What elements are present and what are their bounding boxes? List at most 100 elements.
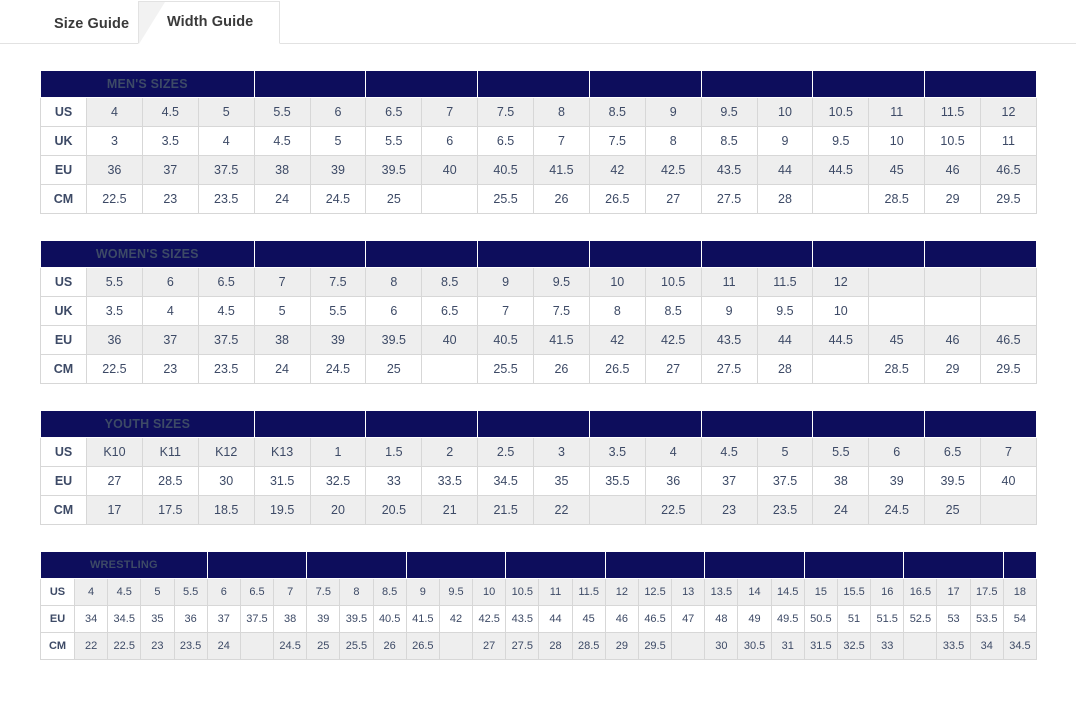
size-cell: 38	[273, 605, 308, 633]
size-cell: 9.5	[812, 126, 870, 156]
size-cell	[421, 354, 479, 384]
size-cell: 28.5	[571, 632, 606, 660]
size-cell: 17	[936, 578, 971, 606]
table-banner-cell	[812, 240, 926, 268]
size-cell: 12	[812, 267, 870, 297]
size-cell: 9	[756, 126, 814, 156]
table-banner-cell	[477, 410, 590, 438]
size-cell: K12	[197, 437, 255, 467]
size-cell: 53	[936, 605, 971, 633]
size-guide-sheet: MEN'S SIZES US 4 4.5 5 5.5 6 6.5 7 7.5 8 8.5 9 9.5 10 1…	[0, 70, 1076, 660]
size-cell: 18	[1002, 578, 1038, 606]
size-cell: 2	[421, 437, 479, 467]
size-cell: 51.5	[870, 605, 905, 633]
size-cell: 44	[538, 605, 573, 633]
size-cell: 27	[644, 354, 702, 384]
table-banner-cell	[700, 240, 814, 268]
size-cell: 37	[700, 466, 758, 496]
table-banner-cell	[588, 410, 702, 438]
size-cell: 22	[73, 632, 109, 660]
size-cell: 8	[644, 126, 702, 156]
size-cell: 8.5	[644, 296, 702, 326]
size-cell: 5	[253, 296, 311, 326]
size-cell: 4	[86, 97, 143, 127]
size-cell: 36	[173, 605, 208, 633]
size-cell: 23	[700, 495, 758, 525]
row-label-us: US	[40, 578, 75, 606]
size-table-youth: YOUTH SIZES US K10 K11 K12 K13 1 1.5 2 2.5 3 3.5 4 4.…	[40, 410, 1037, 525]
size-cell: 18.5	[197, 495, 255, 525]
size-table-block-womens: WOMEN'S SIZES US 5.5 6 6.5 7 7.5 8 8.5 9 9.5 10 10.5…	[40, 240, 1037, 384]
size-cell: 10.5	[644, 267, 702, 297]
size-cell: 25.5	[477, 184, 535, 214]
size-cell: 35	[533, 466, 590, 496]
size-cell: 24	[206, 632, 241, 660]
table-row: CM 17 17.5 18.5 19.5 20 20.5 21 21.5 22 22.5 23 23.5…	[40, 495, 1037, 525]
size-cell: 5	[756, 437, 814, 467]
guide-tab-bar: Size Guide Width Guide	[0, 0, 1076, 44]
size-cell: 9	[405, 578, 440, 606]
table-banner-cell	[365, 70, 479, 98]
size-cell: 26	[533, 354, 590, 384]
row-label-cm: CM	[40, 495, 87, 525]
size-cell	[588, 495, 646, 525]
size-cell: 36	[644, 466, 702, 496]
size-cell: 25	[365, 184, 423, 214]
table-row: EU 36 37 37.5 38 39 39.5 40 40.5 41.5 42 42.5 43.5 44…	[40, 155, 1037, 185]
table-banner-row: YOUTH SIZES	[40, 410, 1037, 438]
size-cell: 6	[365, 296, 423, 326]
size-cell: K13	[253, 437, 311, 467]
size-cell: 26	[533, 184, 590, 214]
table-banner-cell	[604, 551, 706, 579]
table-row: CM 22 22.5 23 23.5 24 24.5 25 25.5 26 26.5 27 27.5 28…	[40, 632, 1038, 660]
size-cell: 2.5	[477, 437, 535, 467]
size-cell: 3.5	[141, 126, 199, 156]
size-cell: 46	[604, 605, 639, 633]
size-cell: 28	[756, 354, 814, 384]
size-cell: 8.5	[700, 126, 758, 156]
size-cell: 35.5	[588, 466, 646, 496]
size-cell: 42.5	[472, 605, 507, 633]
size-cell: 47	[671, 605, 706, 633]
size-cell: 27.5	[700, 184, 758, 214]
size-cell: 24.5	[309, 184, 367, 214]
size-cell: 11.5	[571, 578, 606, 606]
table-row: EU 27 28.5 30 31.5 32.5 33 33.5 34.5 35 35.5 36 37 37…	[40, 466, 1037, 496]
size-cell: 24.5	[273, 632, 308, 660]
size-cell: 45	[571, 605, 606, 633]
table-row: US K10 K11 K12 K13 1 1.5 2 2.5 3 3.5 4 4.5 5 5.5 6 6.5 7	[40, 437, 1037, 467]
table-banner-cell	[588, 70, 702, 98]
tab-width-guide-label: Width Guide	[167, 14, 254, 30]
size-cell: 17	[86, 495, 143, 525]
size-cell: 24.5	[868, 495, 926, 525]
size-cell: 37.5	[197, 325, 255, 355]
table-banner-cell	[803, 551, 905, 579]
table-banner-cell	[477, 240, 590, 268]
table-banner-cell	[924, 410, 1037, 438]
size-cell: 27	[86, 466, 143, 496]
size-cell: 4.5	[141, 97, 199, 127]
tab-size-guide[interactable]: Size Guide	[40, 6, 143, 44]
size-cell: 30	[704, 632, 739, 660]
size-cell: 22.5	[86, 354, 143, 384]
size-cell: 15.5	[836, 578, 872, 606]
size-cell: 37	[141, 325, 199, 355]
tab-width-guide[interactable]: Width Guide	[138, 1, 281, 44]
size-cell: 17.5	[141, 495, 199, 525]
size-cell: 39.5	[365, 155, 423, 185]
size-cell: 38	[812, 466, 870, 496]
size-table-block-wrestling: WRESTLING US 4 4.5 5 5.5 6 6.5 7 7.5 8 8.5 9 9.5 10 10.…	[40, 551, 1038, 660]
size-cell: 8	[339, 578, 374, 606]
size-cell: 6.5	[924, 437, 982, 467]
size-cell: 42	[588, 325, 646, 355]
row-label-uk: UK	[40, 296, 87, 326]
size-cell: 7.5	[306, 578, 341, 606]
table-banner-cell	[903, 551, 1004, 579]
size-cell: 25	[924, 495, 982, 525]
table-banner-row: WRESTLING	[40, 551, 1038, 579]
size-cell: 35	[140, 605, 175, 633]
size-cell: 50.5	[803, 605, 838, 633]
size-cell: 5.5	[253, 97, 311, 127]
size-cell: 39	[868, 466, 926, 496]
size-cell: 24	[253, 354, 311, 384]
